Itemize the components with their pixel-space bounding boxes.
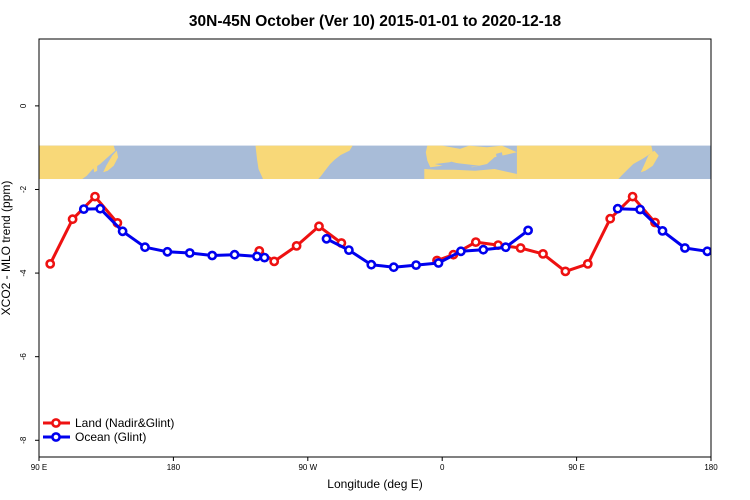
data-point — [343, 245, 354, 255]
land-shape — [39, 145, 116, 179]
data-point — [478, 244, 489, 255]
x-axis-label: Longitude (deg E) — [327, 477, 422, 491]
y-axis: 0 -2 -4 -6 -8 — [19, 103, 39, 444]
data-point — [117, 226, 128, 237]
legend: Land (Nadir&Glint)Ocean (Glint) — [43, 416, 174, 444]
chart-title: 30N-45N October (Ver 10) 2015-01-01 to 2… — [189, 13, 562, 30]
data-point — [470, 237, 481, 247]
data-point — [582, 258, 593, 269]
land-shape — [640, 150, 659, 173]
series-layer — [45, 191, 711, 277]
plot-frame — [38, 38, 712, 458]
data-point — [314, 221, 324, 232]
world-map-strip — [39, 145, 711, 180]
land-shape — [425, 145, 517, 168]
data-point — [78, 204, 89, 214]
sea-patch — [496, 152, 504, 163]
data-point — [635, 204, 645, 215]
data-point — [45, 258, 56, 269]
x-tick-label: 90 W — [298, 463, 317, 472]
data-point — [366, 259, 377, 270]
data-point — [411, 260, 421, 270]
data-point — [455, 246, 466, 257]
legend-label: Land (Nadir&Glint) — [75, 416, 174, 430]
data-point — [184, 248, 195, 258]
data-point — [259, 252, 270, 263]
sea-patch — [434, 162, 480, 168]
data-point — [605, 213, 616, 224]
y-tick-label: 0 — [19, 103, 28, 108]
data-point — [291, 240, 302, 251]
land-shape — [92, 162, 98, 173]
land-shape — [255, 145, 353, 179]
land-shape — [103, 150, 119, 173]
y-tick-label: -6 — [19, 353, 28, 361]
data-point — [680, 243, 690, 253]
x-tick-label: 90 E — [31, 463, 47, 472]
x-tick-label: 180 — [704, 463, 718, 472]
land-shape — [424, 169, 517, 179]
data-point — [140, 242, 150, 253]
land-shape — [516, 145, 653, 179]
data-point — [612, 203, 623, 214]
legend-marker — [51, 432, 61, 442]
data-point — [538, 248, 548, 259]
data-point — [500, 242, 511, 253]
x-axis: 90 E 180 90 W 0 90 E 180 — [31, 457, 718, 472]
data-point — [269, 256, 280, 267]
series-line — [83, 207, 265, 260]
y-tick-label: -2 — [19, 185, 28, 193]
y-tick-label: -8 — [19, 436, 28, 444]
x-tick-label: 0 — [440, 463, 445, 472]
data-point — [90, 191, 100, 202]
data-point — [523, 225, 533, 236]
data-point — [321, 233, 332, 244]
x-tick-label: 90 E — [568, 463, 584, 472]
data-point — [702, 246, 711, 257]
data-point — [515, 243, 526, 253]
data-point — [627, 191, 638, 202]
data-point — [67, 214, 78, 225]
data-point — [229, 249, 240, 260]
data-point — [657, 225, 668, 236]
legend-label: Ocean (Glint) — [75, 430, 146, 444]
data-point — [162, 246, 173, 257]
data-point — [388, 262, 399, 273]
data-point — [207, 250, 218, 261]
y-axis-label: XCO2 - MLO trend (ppm) — [0, 181, 13, 316]
data-point — [252, 251, 262, 262]
data-point — [560, 266, 571, 277]
x-tick-label: 180 — [167, 463, 181, 472]
series-line — [325, 229, 529, 269]
data-point — [433, 258, 444, 268]
data-point — [95, 203, 106, 214]
legend-marker — [51, 418, 61, 428]
y-tick-label: -4 — [19, 269, 28, 277]
